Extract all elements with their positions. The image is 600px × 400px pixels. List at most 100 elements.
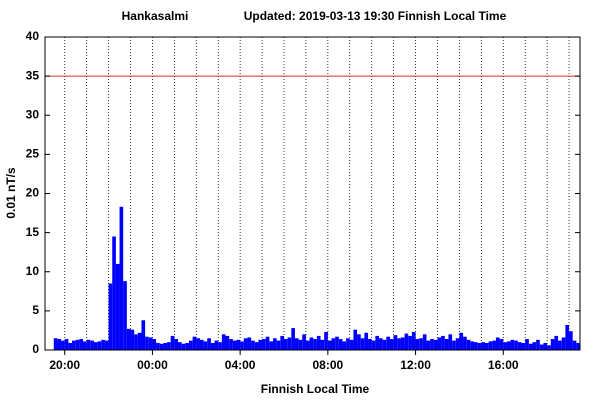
bar [101, 339, 105, 350]
bar [430, 339, 434, 350]
bar [64, 339, 69, 350]
bar [422, 334, 427, 350]
bar [97, 341, 102, 350]
bar [225, 335, 230, 350]
bar [488, 341, 493, 350]
bar [148, 337, 153, 350]
bar [393, 335, 398, 350]
bar [174, 339, 179, 350]
bar [276, 340, 281, 350]
bar [528, 343, 533, 350]
bar [75, 339, 80, 350]
bar [119, 206, 124, 350]
bar [86, 339, 91, 350]
bar [400, 337, 405, 350]
bar [229, 339, 233, 350]
bar [320, 339, 325, 350]
bar [203, 341, 208, 350]
bar [61, 340, 65, 350]
bar [474, 342, 478, 350]
bar [273, 338, 277, 350]
bar [126, 328, 131, 350]
bar [163, 342, 168, 350]
bar [167, 342, 171, 350]
bar [521, 342, 526, 350]
bar [419, 338, 423, 350]
bar [280, 335, 284, 350]
bar [104, 340, 109, 350]
bar [265, 336, 270, 350]
bar [287, 337, 292, 350]
bar [554, 335, 559, 350]
bar [470, 341, 475, 350]
bar [108, 283, 113, 350]
bar [569, 331, 573, 350]
bar [477, 342, 482, 350]
bar [196, 338, 200, 350]
y-tick-label: 40 [26, 29, 40, 43]
bar [364, 332, 369, 350]
bar [130, 329, 135, 350]
bar [481, 342, 485, 350]
bar [240, 341, 244, 350]
bar [547, 345, 551, 350]
bar [53, 338, 58, 350]
bar [466, 339, 471, 350]
bar [514, 340, 518, 350]
y-tick-label: 15 [26, 225, 40, 239]
bar [444, 339, 449, 350]
bar [207, 338, 211, 350]
bar [404, 333, 409, 350]
x-tick-label: 20:00 [49, 358, 80, 372]
bar [185, 342, 189, 350]
bar [506, 341, 511, 350]
bar [90, 340, 94, 350]
bar [415, 339, 420, 350]
bar [83, 341, 87, 350]
bar [214, 340, 219, 350]
x-tick-label: 16:00 [488, 358, 519, 372]
bar [441, 335, 445, 350]
y-tick-label: 0 [32, 342, 39, 356]
y-axis-label: 0.01 nT/s [4, 167, 18, 219]
bar [459, 332, 464, 350]
bar [170, 335, 175, 350]
bar [499, 339, 504, 350]
bar [298, 339, 303, 350]
bar [327, 340, 332, 350]
bar [123, 281, 127, 350]
bar [572, 340, 577, 350]
bar [463, 336, 467, 350]
bar [145, 336, 149, 350]
bar [188, 340, 193, 350]
bar [243, 338, 248, 350]
y-tick-label: 35 [26, 68, 40, 82]
bar [93, 342, 98, 350]
bar [305, 340, 310, 350]
bar [302, 334, 306, 350]
bar [262, 339, 266, 350]
bar [72, 340, 76, 350]
bar [371, 340, 376, 350]
bar [536, 339, 540, 350]
bar [433, 339, 438, 350]
bar [452, 340, 456, 350]
bar [576, 342, 580, 350]
y-tick-label: 25 [26, 147, 40, 161]
bar [353, 329, 358, 350]
y-tick-label: 10 [26, 264, 40, 278]
bar [510, 339, 515, 350]
bar [349, 339, 354, 350]
bar [389, 339, 394, 350]
bar [141, 320, 146, 350]
bar [382, 339, 387, 350]
bar [360, 338, 365, 350]
bar [368, 339, 372, 350]
bar [426, 340, 431, 350]
bar [539, 344, 544, 350]
bar [342, 341, 347, 350]
bar [269, 341, 274, 350]
bar [411, 332, 416, 350]
